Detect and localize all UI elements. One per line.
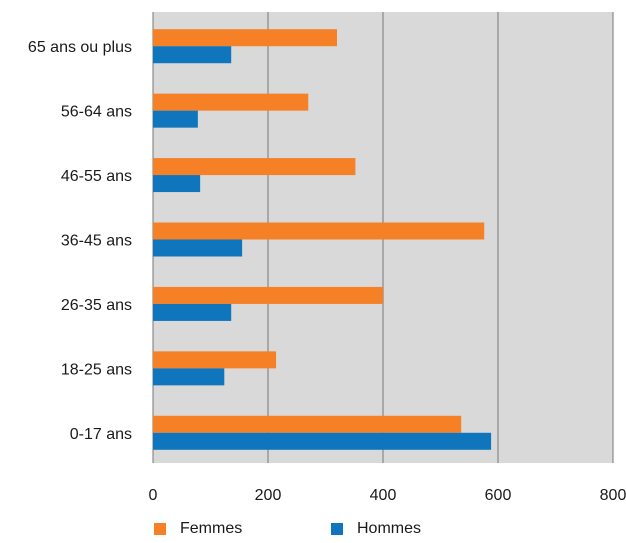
bar-hommes-5 [153,368,225,386]
x-tick-label: 400 [370,487,397,504]
bar-hommes-1 [153,110,198,128]
category-label: 56-64 ans [61,104,132,121]
bar-hommes-4 [153,303,232,321]
bar-femmes-0 [153,29,337,47]
category-label: 36-45 ans [61,233,132,250]
bar-hommes-0 [153,46,232,64]
legend-item-hommes: Hommes [331,520,421,538]
bar-hommes-2 [153,175,201,193]
legend-label-femmes: Femmes [180,520,243,537]
x-tick-labels: 0 200 400 600 800 [149,487,626,504]
legend-label-hommes: Hommes [357,520,422,537]
bar-femmes-4 [153,286,383,304]
bar-femmes-3 [153,222,485,240]
bar-hommes-3 [153,239,243,257]
x-tick-label: 600 [485,487,512,504]
bar-femmes-2 [153,158,356,176]
category-label: 0-17 ans [70,426,132,443]
x-tick-label: 0 [149,487,158,504]
bar-hommes-6 [153,432,492,450]
bars [153,29,492,450]
bar-femmes-1 [153,93,309,111]
category-label: 18-25 ans [61,361,132,378]
category-labels: 65 ans ou plus 56-64 ans 46-55 ans 36-45 an… [28,39,132,443]
category-label: 65 ans ou plus [28,39,132,56]
legend: Femmes Hommes [0,520,626,543]
category-label: 26-35 ans [61,297,132,314]
legend-swatch-hommes [331,523,343,535]
bar-femmes-5 [153,351,277,369]
legend-swatch-femmes [154,523,166,535]
legend-item-femmes: Femmes [154,520,242,538]
x-tick-label: 200 [255,487,282,504]
x-tick-label: 800 [600,487,626,504]
category-label: 46-55 ans [61,168,132,185]
bar-femmes-6 [153,415,462,433]
